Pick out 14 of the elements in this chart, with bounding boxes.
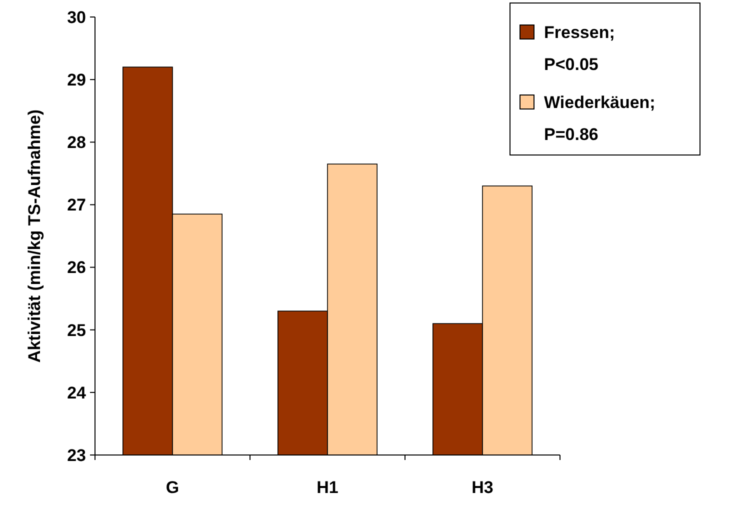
y-axis-title: Aktivität (min/kg TS-Aufnahme): [25, 109, 44, 363]
legend-label: Wiederkäuen; P=0.86: [544, 92, 656, 144]
y-tick-label: 25: [67, 320, 86, 340]
y-tick-label: 30: [67, 8, 86, 27]
y-tick-label: 28: [67, 133, 86, 152]
legend-label: Fressen; P<0.05: [544, 22, 615, 74]
x-tick-label: H3: [472, 478, 494, 497]
x-tick-label: G: [166, 478, 180, 497]
y-tick-label: 27: [67, 196, 86, 215]
y-tick-label: 29: [67, 70, 86, 90]
y-tick-label: 26: [67, 258, 86, 278]
y-tick-label: 24: [67, 383, 87, 402]
x-tick-label: H1: [316, 478, 338, 497]
y-tick-label: 23: [67, 446, 86, 465]
